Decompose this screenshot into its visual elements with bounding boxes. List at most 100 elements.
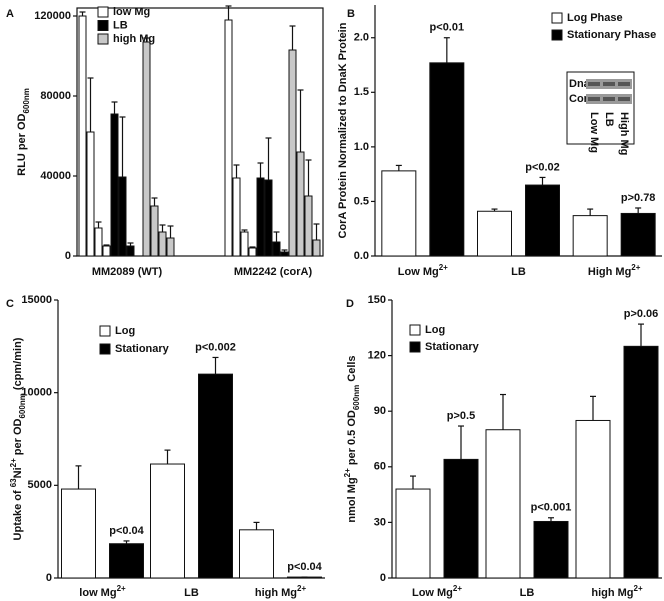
bar <box>150 463 185 579</box>
legend-swatch <box>409 341 421 353</box>
bar <box>485 429 521 579</box>
x-tick-label-part: low Mg <box>79 587 116 599</box>
bar <box>61 488 96 579</box>
x-tick-label: LB <box>520 587 535 599</box>
x-tick-label: MM2242 (corA) <box>234 266 313 278</box>
y-tick-label: 120 <box>368 350 386 362</box>
panel-label: B <box>347 8 355 20</box>
panel-label: D <box>346 298 354 310</box>
bar <box>142 41 151 257</box>
y-axis-label-part: per OD <box>12 418 24 458</box>
y-axis-label-part: 600nm <box>22 88 31 113</box>
bar <box>86 131 95 257</box>
bar <box>78 15 87 257</box>
y-tick-label: 5000 <box>28 479 52 491</box>
p-value-annotation: p<0.02 <box>525 161 560 173</box>
p-value-annotation: p<0.04 <box>109 525 144 537</box>
bar <box>572 215 608 257</box>
bar <box>240 231 249 257</box>
legend-swatch <box>551 29 563 41</box>
bar <box>232 177 241 257</box>
bar <box>533 520 569 579</box>
bar <box>264 179 273 257</box>
bar <box>158 231 167 257</box>
y-tick-label: 10000 <box>21 387 52 399</box>
y-tick-label: 150 <box>368 294 386 306</box>
y-axis-label-part: Ni <box>12 467 24 478</box>
bar <box>429 62 465 257</box>
x-tick-label: LB <box>184 587 199 599</box>
blot-band-dark <box>603 82 615 86</box>
bar <box>381 170 417 257</box>
y-tick-label: 0.5 <box>354 195 369 207</box>
blot-band-dark <box>588 82 600 86</box>
x-tick-label: Low Mg2+ <box>398 263 448 278</box>
y-tick-label: 15000 <box>21 294 52 306</box>
bar <box>150 205 159 257</box>
blot-band-dark <box>618 97 630 101</box>
bar <box>312 239 321 257</box>
legend-swatch <box>99 343 111 355</box>
y-axis-label-part: 600nm <box>352 385 361 410</box>
panel-label: A <box>6 8 14 20</box>
y-axis-label: RLU per OD600nm <box>16 88 31 176</box>
x-tick-label: high Mg2+ <box>255 584 307 599</box>
x-tick-label-part: 2+ <box>631 263 640 272</box>
y-tick-label: 60 <box>374 461 386 473</box>
y-tick-label: 0 <box>46 572 52 584</box>
y-axis-label: nmol Mg2+ per 0.5 OD600nm Cells <box>343 355 361 522</box>
x-tick-label-part: 2+ <box>439 263 448 272</box>
p-value-annotation: p>0.5 <box>447 410 475 422</box>
bar <box>224 19 233 257</box>
bar <box>296 151 305 257</box>
x-tick-label-part: Low Mg <box>412 587 453 599</box>
bar <box>109 543 144 579</box>
x-tick-label-part: 2+ <box>634 584 643 593</box>
legend-label: Stationary <box>115 343 170 355</box>
p-value-annotation: p<0.001 <box>531 502 572 514</box>
x-tick-label: low Mg2+ <box>79 584 126 599</box>
bar <box>166 237 175 257</box>
p-value-annotation: p<0.01 <box>430 22 465 34</box>
legend-swatch <box>97 6 109 18</box>
legend-label: LB <box>113 19 128 31</box>
x-tick-label-part: High Mg <box>588 266 631 278</box>
p-value-annotation: p<0.002 <box>195 341 236 353</box>
y-axis-label-part: RLU per OD <box>16 113 28 175</box>
x-tick-label: Low Mg2+ <box>412 584 462 599</box>
bar <box>248 247 257 257</box>
y-axis-label: CorA Protein Normalized to DnaK Protein <box>337 22 349 238</box>
legend-swatch <box>97 33 109 45</box>
legend-label: Log <box>425 324 445 336</box>
x-tick-label: high Mg2+ <box>591 584 643 599</box>
panel-label: C <box>6 298 14 310</box>
y-tick-label: 2.0 <box>354 32 369 44</box>
x-tick-label: High Mg2+ <box>588 263 641 278</box>
legend-label: low Mg <box>113 6 150 18</box>
bar <box>256 177 265 257</box>
bar <box>304 195 313 257</box>
y-tick-label: 120000 <box>34 10 71 22</box>
y-axis-label-part: per 0.5 OD <box>346 410 358 468</box>
y-tick-label: 1.5 <box>354 86 369 98</box>
bar <box>395 488 431 579</box>
x-tick-label-part: high Mg <box>591 587 633 599</box>
x-tick-label: MM2089 (WT) <box>92 266 163 278</box>
bar <box>280 251 289 257</box>
legend-label: Log Phase <box>567 12 623 24</box>
bar <box>118 176 127 257</box>
legend-label: high Mg <box>113 33 155 45</box>
plot-frame <box>76 7 324 257</box>
y-axis-label-part: Uptake of <box>12 487 24 540</box>
bar <box>575 419 611 579</box>
bar <box>239 529 274 579</box>
y-tick-label: 30 <box>374 516 386 528</box>
legend-label: Log <box>115 325 135 337</box>
bar <box>525 184 560 257</box>
p-value-annotation: p<0.04 <box>287 561 322 573</box>
y-axis-label: Uptake of 63Ni2+ per OD600nm (cpm/min) <box>9 337 27 540</box>
p-value-annotation: p>0.78 <box>621 192 656 204</box>
y-tick-label: 90 <box>374 405 386 417</box>
